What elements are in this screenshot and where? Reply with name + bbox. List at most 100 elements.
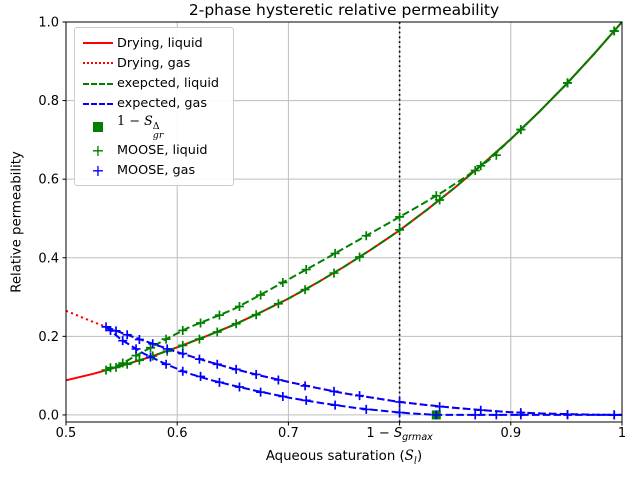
legend-label: exepcted, liquid [117, 76, 220, 92]
marker-moose-liquid [563, 78, 573, 88]
marker-moose-liquid [431, 191, 441, 201]
marker-moose-gas [476, 405, 486, 415]
marker-moose-gas [301, 395, 311, 405]
marker-moose-liquid [196, 318, 206, 328]
y-axis-label: Relative permeability [9, 151, 25, 293]
marker-moose-gas [146, 352, 156, 362]
marker-moose-liquid [395, 225, 405, 235]
x-tick-label: 0.6 [167, 426, 188, 441]
legend-plus-green-icon: + [91, 140, 105, 160]
marker-moose-liquid [194, 334, 204, 344]
marker-moose-gas [273, 375, 283, 385]
marker-moose-liquid [256, 290, 266, 300]
x-axis-label-sub: l [413, 455, 417, 467]
x-axis-label-var: S [404, 448, 414, 464]
math-sup: Δ [152, 121, 160, 133]
marker-moose-liquid [329, 268, 339, 278]
legend-label: Drying, gas [117, 55, 191, 71]
marker-moose-liquid [122, 359, 132, 369]
math-prefix: 1 − [117, 114, 144, 130]
math-sub: gr [152, 130, 164, 142]
marker-moose-gas [395, 408, 405, 418]
marker-moose-gas [196, 371, 206, 381]
legend-plus-blue-icon: + [91, 160, 105, 180]
marker-moose-gas [431, 410, 441, 420]
marker-moose-gas [516, 410, 526, 420]
y-tick-label: 0.6 [38, 173, 59, 188]
marker-moose-gas [330, 400, 340, 410]
legend-label: MOOSE, liquid [117, 143, 208, 159]
legend-item-expected-gas: expected, gas [83, 94, 225, 114]
legend-item-drying-liquid: Drying, liquid [83, 33, 225, 53]
marker-moose-gas [609, 410, 619, 420]
x-tick-label: 0.5 [56, 426, 77, 441]
marker-moose-liquid [273, 299, 283, 309]
curve-drying-gas [65, 309, 623, 416]
marker-moose-liquid [278, 278, 288, 288]
marker-moose-gas [234, 382, 244, 392]
marker-moose-liquid [251, 310, 261, 320]
marker-moose-gas [161, 359, 171, 369]
legend-line-dashed-green-icon [83, 82, 117, 85]
marker-moose-liquid [355, 252, 365, 262]
y-tick-label: 0.8 [38, 94, 59, 109]
marker-moose-gas [194, 354, 204, 364]
marker-moose-gas [122, 330, 132, 340]
x-tick-label: 0.9 [500, 426, 521, 441]
legend-label: Drying, liquid [117, 35, 203, 51]
marker-moose-gas [435, 402, 445, 412]
marker-moose-gas [395, 397, 405, 407]
math-var: S [144, 114, 153, 130]
legend-line-dashed-blue-icon [83, 102, 117, 105]
marker-moose-liquid [212, 327, 222, 337]
marker-moose-gas [118, 336, 128, 346]
marker-moose-gas [470, 410, 480, 420]
marker-moose-liquid [330, 248, 340, 258]
marker-moose-liquid [178, 325, 188, 335]
x-tick-label-math: 1 − Sgrmax [366, 426, 433, 443]
marker-moose-gas [563, 410, 573, 420]
marker-moose-liquid [361, 231, 371, 241]
axes-spines [65, 21, 623, 423]
marker-moose-gas [231, 364, 241, 374]
marker-moose-liquid [476, 161, 486, 171]
marker-moose-gas [162, 344, 172, 354]
marker-moose-liquid [118, 358, 128, 368]
marker-moose-gas [134, 334, 144, 344]
marker-moose-liquid [516, 125, 526, 135]
marker-moose-liquid [609, 26, 619, 36]
curve-expected-gas-wetting-branch [105, 326, 622, 416]
marker-moose-gas [131, 344, 141, 354]
marker-moose-liquid [234, 301, 244, 311]
marker-moose-liquid [231, 319, 241, 329]
marker-moose-liquid [470, 166, 480, 176]
y-tick-label: 0.2 [38, 330, 59, 345]
marker-moose-gas [361, 404, 371, 414]
marker-moose-gas [300, 381, 310, 391]
y-tick-label: 1.0 [38, 16, 59, 31]
marker-moose-liquid [301, 265, 311, 275]
marker-moose-gas [256, 387, 266, 397]
marker-moose-liquid [178, 340, 188, 350]
marker-moose-liquid [300, 285, 310, 295]
legend-item-moose-gas: + MOOSE, gas [83, 161, 225, 181]
x-axis-label: Aqueous saturation (Sl) [66, 448, 622, 467]
marker-moose-liquid [214, 310, 224, 320]
legend-square-marker-icon [83, 122, 117, 133]
marker-moose-gas [148, 339, 158, 349]
marker-moose-liquid [395, 212, 405, 222]
x-axis-label-suffix: ) [416, 449, 423, 464]
legend-label: MOOSE, gas [117, 163, 196, 179]
marker-moose-gas [178, 349, 188, 359]
marker-moose-gas [178, 366, 188, 376]
legend-line-solid-red-icon [83, 42, 117, 44]
legend-item-expected-liquid: exepcted, liquid [83, 74, 225, 94]
legend-item-moose-liquid: + MOOSE, liquid [83, 141, 225, 161]
legend: Drying, liquid Drying, gas exepcted, liq… [74, 27, 234, 186]
x-tick-label: 1 [618, 426, 626, 441]
